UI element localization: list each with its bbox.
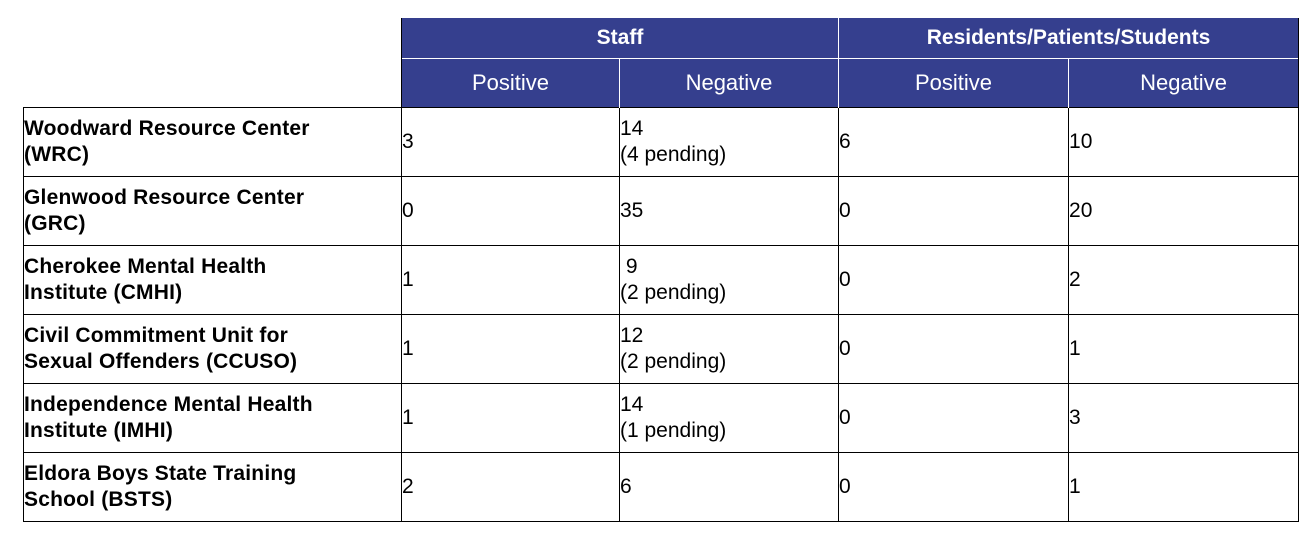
table-row: Woodward Resource Center (WRC) 3 14 (4 pen… <box>23 106 1300 177</box>
staff-negative-cell: 14 (4 pending) <box>618 106 839 177</box>
staff-positive-cell: 1 <box>401 245 620 315</box>
covid-results-table: Staff Residents/Patients/Students Positi… <box>23 18 1300 522</box>
facility-name: Cherokee Mental Health Institute (CMHI) <box>23 245 402 315</box>
facility-name: Independence Mental Health Institute (IMH… <box>23 383 402 453</box>
staff-group-header: Staff <box>400 18 840 58</box>
table-row: Eldora Boys State Training School (BSTS) … <box>23 452 1300 522</box>
residents-negative-header: Negative <box>1068 57 1300 107</box>
staff-negative-cell: 35 <box>618 176 839 246</box>
subheader-row: Positive Negative Positive Negative <box>24 57 1300 107</box>
residents-positive-cell: 6 <box>838 106 1069 177</box>
residents-negative-cell: 2 <box>1068 245 1300 315</box>
residents-positive-cell: 0 <box>838 383 1069 453</box>
residents-negative-cell: 10 <box>1068 106 1300 177</box>
table-row: Cherokee Mental Health Institute (CMHI) 1… <box>23 245 1300 315</box>
facility-name: Eldora Boys State Training School (BSTS) <box>23 452 402 522</box>
table-row: Glenwood Resource Center (GRC) 0 35 0 20 <box>23 176 1300 246</box>
staff-negative-header: Negative <box>618 57 840 107</box>
residents-positive-cell: 0 <box>838 314 1069 384</box>
header-blank-cell <box>24 18 402 58</box>
staff-positive-cell: 0 <box>401 176 620 246</box>
table-row: Independence Mental Health Institute (IMH… <box>23 383 1300 453</box>
staff-positive-header: Positive <box>401 57 620 107</box>
residents-negative-cell: 1 <box>1068 314 1300 384</box>
residents-group-header: Residents/Patients/Students <box>838 18 1300 58</box>
facility-name: Civil Commitment Unit for Sexual Offender… <box>23 314 402 384</box>
residents-positive-cell: 0 <box>838 452 1069 522</box>
staff-positive-cell: 2 <box>401 452 620 522</box>
staff-positive-cell: 1 <box>401 383 620 453</box>
staff-positive-cell: 3 <box>401 106 620 177</box>
residents-positive-cell: 0 <box>838 176 1069 246</box>
group-header-row: Staff Residents/Patients/Students <box>24 18 1300 58</box>
facility-name: Woodward Resource Center (WRC) <box>23 106 402 177</box>
residents-negative-cell: 1 <box>1068 452 1300 522</box>
staff-positive-cell: 1 <box>401 314 620 384</box>
residents-negative-cell: 20 <box>1068 176 1300 246</box>
subheader-blank-cell <box>24 58 402 107</box>
residents-positive-cell: 0 <box>838 245 1069 315</box>
table-row: Civil Commitment Unit for Sexual Offender… <box>23 314 1300 384</box>
residents-positive-header: Positive <box>838 57 1070 107</box>
staff-negative-cell: 14 (1 pending) <box>618 383 839 453</box>
staff-negative-cell: 9 (2 pending) <box>618 245 839 315</box>
facility-name: Glenwood Resource Center (GRC) <box>23 176 402 246</box>
residents-negative-cell: 3 <box>1068 383 1300 453</box>
staff-negative-cell: 12 (2 pending) <box>618 314 839 384</box>
staff-negative-cell: 6 <box>618 452 839 522</box>
